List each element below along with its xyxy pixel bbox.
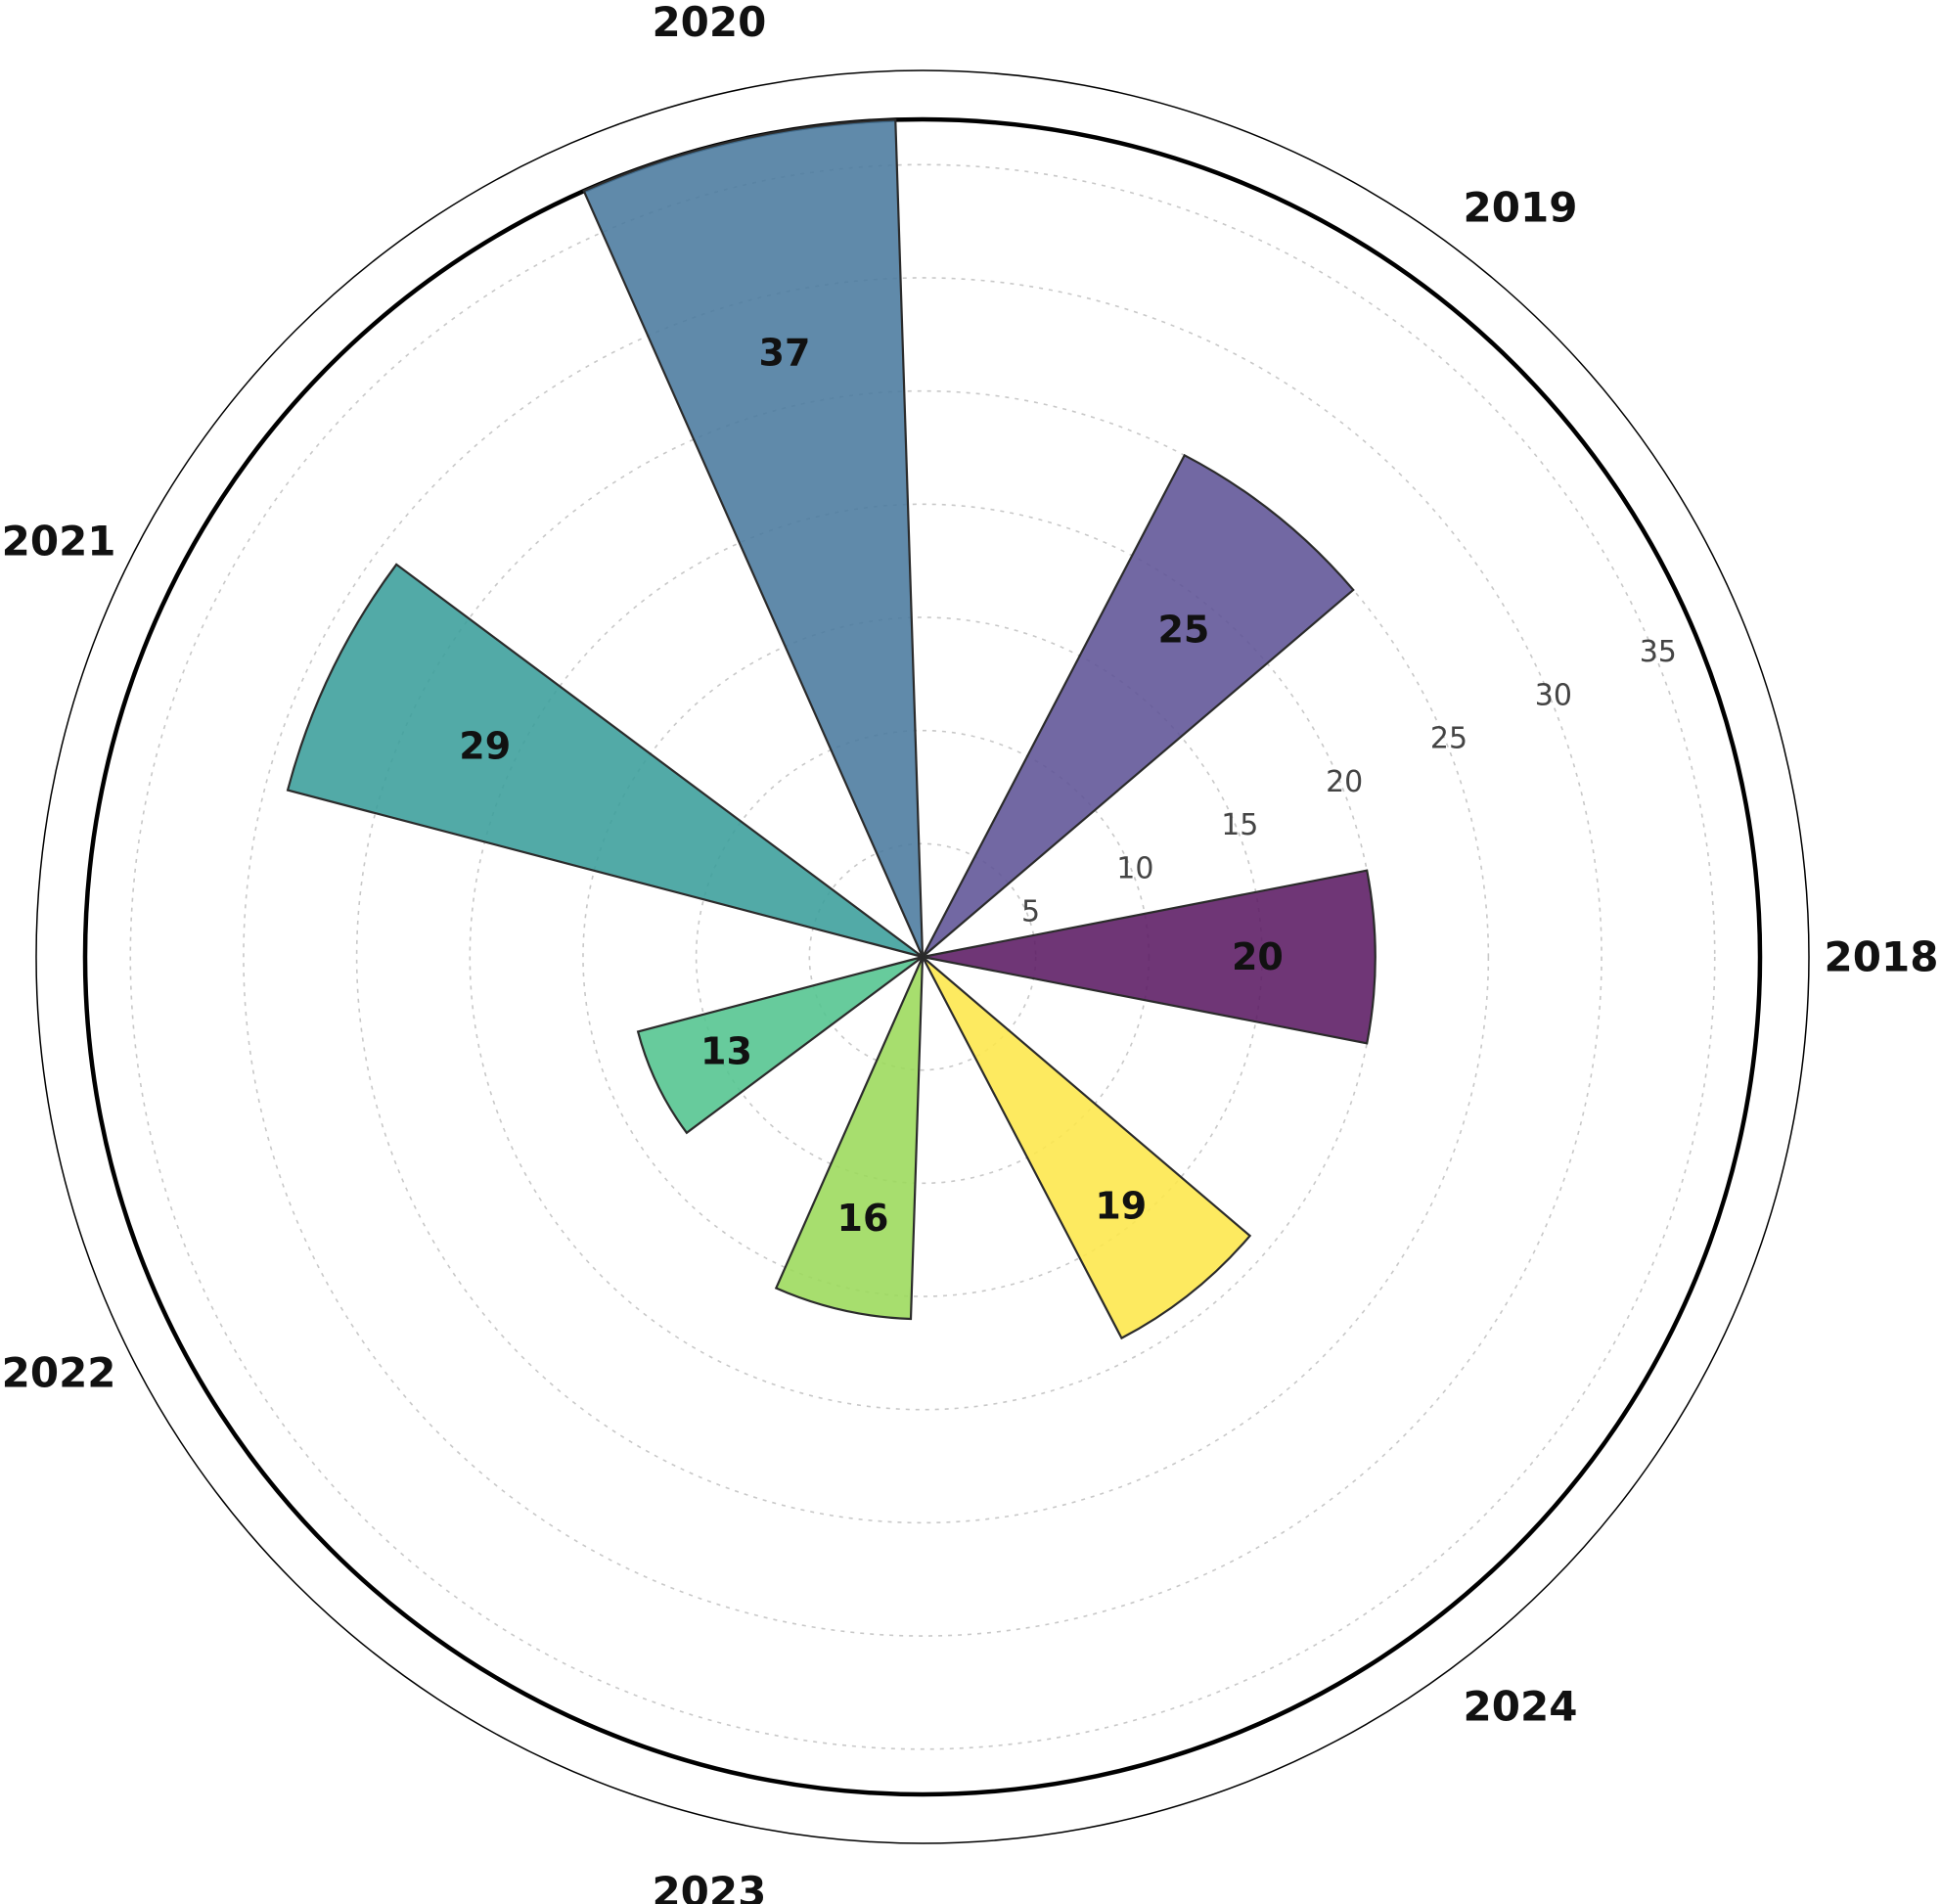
grid-ring-35 xyxy=(129,163,1716,1750)
r-tick-label-35: 35 xyxy=(1640,635,1677,669)
category-label-2021: 2021 xyxy=(2,517,116,565)
bar-2023 xyxy=(774,956,925,1321)
category-label-2020: 2020 xyxy=(652,0,766,46)
category-label-2023: 2023 xyxy=(652,1868,766,1904)
outer-circle xyxy=(35,69,1810,1844)
category-label-2022: 2022 xyxy=(2,1349,116,1397)
bar-2021 xyxy=(286,563,924,959)
value-label-2019: 25 xyxy=(1157,608,1209,651)
polar-frame xyxy=(35,69,1810,1844)
value-label-2023: 16 xyxy=(837,1197,889,1240)
r-tick-label-5: 5 xyxy=(1021,895,1040,929)
category-label-2019: 2019 xyxy=(1464,183,1578,231)
category-label-2024: 2024 xyxy=(1464,1683,1578,1731)
r-tick-label-10: 10 xyxy=(1116,851,1153,885)
value-label-2018: 20 xyxy=(1232,935,1284,978)
bar-2018 xyxy=(922,869,1377,1045)
value-label-2021: 29 xyxy=(459,725,511,768)
value-label-2022: 13 xyxy=(700,1030,752,1073)
radial-tick-labels: 5 10 15 20 25 30 35 xyxy=(1021,635,1677,929)
bars xyxy=(286,118,1377,1340)
bar-2022 xyxy=(636,955,924,1135)
bar-2024 xyxy=(922,956,1252,1340)
r-tick-label-30: 30 xyxy=(1535,678,1572,712)
value-label-2024: 19 xyxy=(1095,1184,1147,1227)
grid-ring-25 xyxy=(355,389,1490,1524)
r-tick-label-15: 15 xyxy=(1221,808,1258,842)
r-tick-label-25: 25 xyxy=(1430,722,1467,756)
value-labels: 20 25 37 29 13 16 19 xyxy=(459,331,1284,1240)
category-label-2018: 2018 xyxy=(1825,933,1939,981)
polar-spine xyxy=(82,116,1763,1797)
grid-ring-30 xyxy=(243,277,1602,1637)
value-label-2020: 37 xyxy=(759,331,811,374)
bar-2020 xyxy=(582,118,925,958)
bar-2019 xyxy=(922,453,1355,958)
r-tick-label-20: 20 xyxy=(1326,765,1363,799)
